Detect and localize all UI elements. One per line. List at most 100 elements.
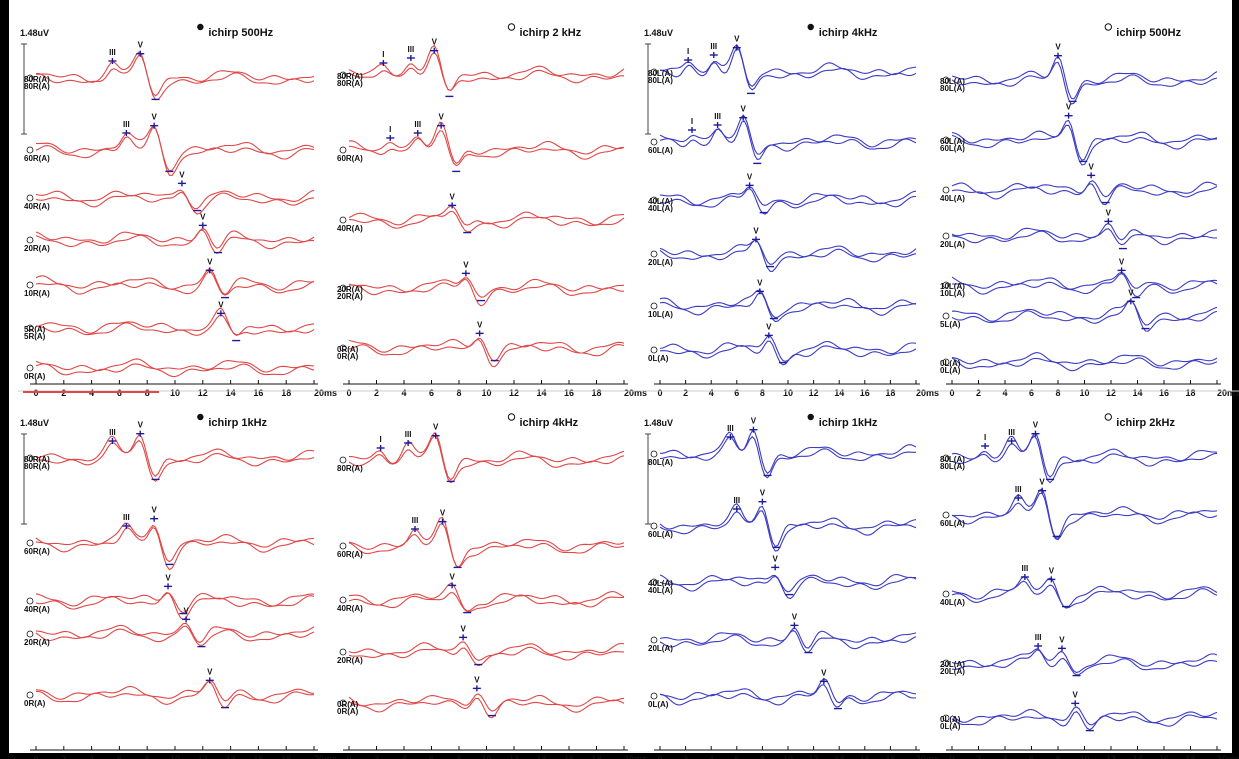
peak-label: III bbox=[405, 430, 412, 439]
peak-label: V bbox=[1039, 478, 1045, 487]
peak-label: III bbox=[1008, 428, 1015, 437]
waveform-trace bbox=[35, 229, 315, 255]
x-tick-label: 12 bbox=[1106, 388, 1116, 398]
waveform-trace bbox=[951, 222, 1218, 241]
panel-title: ichirp 1kHz bbox=[208, 417, 267, 429]
peak-label: V bbox=[138, 41, 144, 50]
legend-marker-open bbox=[1104, 413, 1113, 421]
trace-label: 80R(A) bbox=[337, 464, 363, 473]
peak-label: III bbox=[1035, 633, 1042, 642]
trace-label: 60L(A) bbox=[648, 530, 673, 539]
peak-label: III bbox=[123, 120, 130, 129]
trace-label: 40L(A) bbox=[648, 579, 673, 588]
abr-panel: ichirp 500Hz 0 2 4 6 8 10 12 14 16 18 20ms 80L(A)80L… bbox=[940, 23, 1239, 398]
x-tick-label: 4 bbox=[709, 388, 714, 398]
waveform-trace bbox=[951, 711, 1218, 731]
peak-label: V bbox=[165, 573, 171, 582]
x-tick-label: 12 bbox=[809, 388, 819, 398]
trace-start-marker bbox=[339, 648, 347, 656]
peak-label: V bbox=[1033, 421, 1039, 430]
x-tick-label: 18 bbox=[591, 388, 601, 398]
x-tick-label: 10 bbox=[170, 388, 180, 398]
waveform-trace bbox=[951, 432, 1218, 478]
peak-label: V bbox=[734, 35, 740, 44]
waveform-trace bbox=[35, 522, 314, 563]
legend-marker-filled bbox=[807, 23, 814, 31]
x-tick-label: 18 bbox=[1185, 754, 1195, 759]
x-tick-label: 12 bbox=[198, 754, 208, 759]
x-tick-label: 16 bbox=[253, 754, 263, 759]
waveform-trace bbox=[659, 677, 917, 704]
waveform-trace bbox=[659, 575, 917, 600]
trace-start-marker bbox=[942, 312, 950, 320]
waveform-trace bbox=[35, 625, 315, 646]
scale-bar-label: 1.48uV bbox=[20, 28, 49, 38]
trace-label: 80L(A) bbox=[940, 77, 965, 86]
trace-start-marker bbox=[26, 281, 34, 289]
trace-label: 60L(A) bbox=[940, 519, 965, 528]
trace-start-marker bbox=[26, 691, 34, 699]
peak-label: V bbox=[477, 320, 483, 329]
trace-label: 80R(A) bbox=[24, 455, 50, 464]
waveform-trace bbox=[348, 337, 625, 362]
x-tick-label: 20ms bbox=[314, 388, 337, 398]
legend-marker-filled bbox=[197, 413, 204, 421]
waveform-trace bbox=[951, 435, 1218, 484]
x-tick-label: 6 bbox=[429, 754, 434, 759]
trace-label: 20R(A) bbox=[24, 638, 50, 647]
waveform-trace bbox=[659, 43, 917, 87]
x-tick-label: 14 bbox=[536, 388, 546, 398]
x-tick-label: 10 bbox=[1079, 388, 1089, 398]
trace-label: 0R(A) bbox=[24, 699, 46, 708]
waveform-trace bbox=[951, 61, 1218, 105]
waveform-trace bbox=[348, 129, 625, 167]
legend-marker-filled bbox=[807, 413, 814, 421]
peak-label: V bbox=[1055, 43, 1061, 52]
trace-start-marker bbox=[26, 597, 34, 605]
trace-label: 60L(A) bbox=[940, 137, 965, 146]
x-tick-label: 6 bbox=[1029, 388, 1034, 398]
x-tick-label: 8 bbox=[456, 388, 461, 398]
abr-panel: ichirp 1kHz 1.48uV 0 2 4 6 8 10 12 14 16 18 20ms 80R(… bbox=[20, 413, 337, 759]
peak-label: V bbox=[1059, 635, 1065, 644]
legend-marker-open bbox=[507, 413, 516, 421]
x-tick-label: 6 bbox=[734, 388, 739, 398]
peak-label: I bbox=[380, 435, 382, 444]
waveform-trace bbox=[348, 697, 625, 719]
peak-label: V bbox=[757, 278, 763, 287]
x-tick-label: 0 bbox=[33, 754, 38, 759]
trace-label: 40L(A) bbox=[940, 194, 965, 203]
trace-label: 80R(A) bbox=[24, 462, 50, 471]
waveform-trace bbox=[951, 119, 1218, 161]
x-tick-label: 14 bbox=[226, 388, 236, 398]
trace-label: 80L(A) bbox=[940, 455, 965, 464]
waveform-trace bbox=[348, 44, 625, 92]
x-tick-label: 14 bbox=[1132, 754, 1142, 759]
x-tick-label: 14 bbox=[536, 754, 546, 759]
waveform-trace bbox=[659, 115, 917, 155]
x-tick-label: 12 bbox=[198, 388, 208, 398]
waveform-trace bbox=[35, 363, 315, 378]
peak-label: I bbox=[691, 117, 693, 126]
trace-label: 80L(A) bbox=[648, 69, 673, 78]
waveform-trace bbox=[348, 278, 624, 307]
trace-label: 10R(A) bbox=[24, 289, 50, 298]
trace-start-marker bbox=[650, 68, 658, 76]
trace-label: 5R(A) bbox=[24, 332, 46, 341]
panel-title: ichirp 4kHz bbox=[819, 27, 878, 39]
trace-start-marker bbox=[26, 74, 34, 82]
trace-start-marker bbox=[650, 250, 658, 258]
trace-label: 0L(A) bbox=[940, 366, 961, 375]
waveform-trace bbox=[348, 205, 625, 226]
x-tick-label: 10 bbox=[481, 388, 491, 398]
waveform-trace bbox=[659, 629, 917, 653]
x-tick-label: 4 bbox=[1002, 388, 1007, 398]
trace-label: 60R(A) bbox=[337, 154, 363, 163]
x-tick-label: 10 bbox=[170, 754, 180, 759]
waveform-trace bbox=[659, 47, 917, 91]
x-tick-label: 16 bbox=[860, 388, 870, 398]
waveform-trace bbox=[659, 291, 917, 323]
x-tick-label: 4 bbox=[1002, 754, 1007, 759]
scale-bar-label: 1.48uV bbox=[644, 28, 673, 38]
peak-label: V bbox=[751, 417, 757, 426]
